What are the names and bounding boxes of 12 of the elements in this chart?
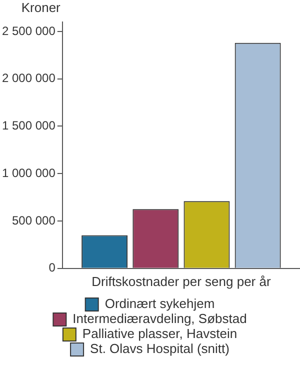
y-tick-label: 1 500 000: [2, 118, 56, 133]
legend-label: Palliative plasser, Havstein: [82, 326, 238, 342]
y-tick-label: 2 500 000: [2, 24, 56, 38]
y-tick-label: 2 000 000: [2, 71, 56, 86]
y-tick-label: 0: [48, 260, 56, 275]
y-tick-label: 500 000: [12, 213, 56, 228]
x-axis-title: Driftskostnader per seng per år: [92, 274, 272, 289]
legend-label: Intermediæravdeling, Søbstad: [72, 311, 247, 326]
legend-label: St. Olavs Hospital (snitt): [90, 341, 230, 356]
y-tick-label: 1 000 000: [2, 166, 56, 180]
y-axis-title: Kroner: [21, 0, 62, 16]
legend-label: Ordinært sykehjem: [104, 296, 215, 312]
